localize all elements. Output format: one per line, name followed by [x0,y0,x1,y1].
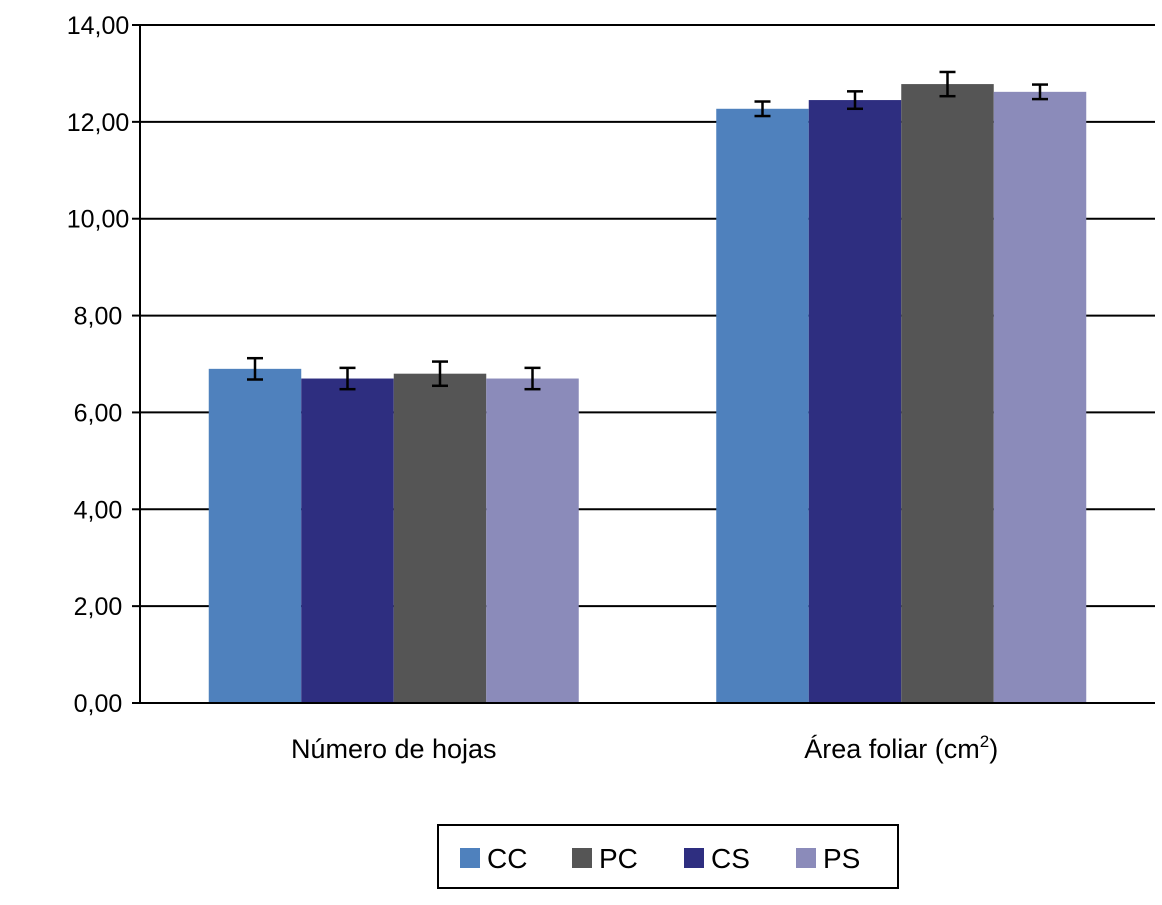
legend-label-pc: PC [599,843,638,874]
axes: 0,00 2,00 4,00 6,00 8,00 10,00 12,00 14,00 Númer… [67,12,1155,764]
bar-cs [808,100,902,704]
error-bars [247,70,1048,391]
bar-pc [901,84,994,703]
label-suffix: ) [989,734,998,764]
bar-cs [301,378,394,703]
legend-box [437,824,899,889]
y-tick-label: 8,00 [74,303,123,331]
legend-swatch-cs [684,848,704,868]
bar-cc [716,108,809,703]
legend-label-cc: CC [487,843,527,874]
legend: CC PC CS PS [437,824,899,889]
superscript: 2 [980,732,989,751]
y-tick-label: 4,00 [74,496,123,524]
legend-swatch-ps [796,848,816,868]
x-tick-label: Número de hojas [291,734,497,764]
y-tick-label: 2,00 [74,593,123,621]
legend-label-cs: CS [711,843,750,874]
y-tick-label: 0,00 [74,690,123,718]
bar-cc [208,368,302,703]
bar-ps [993,91,1087,704]
y-tick-label: 10,00 [67,206,130,234]
legend-label-ps: PS [823,843,860,874]
legend-swatch-pc [572,848,592,868]
bars [208,84,1087,704]
x-tick-label: Área foliar (cm2) [804,732,998,764]
y-tick-label: 14,00 [67,12,130,40]
bar-ps [486,378,579,703]
y-tick-label: 6,00 [74,399,123,427]
bar-pc [393,373,487,703]
legend-swatch-cc [460,848,480,868]
y-tick-label: 12,00 [67,109,130,137]
